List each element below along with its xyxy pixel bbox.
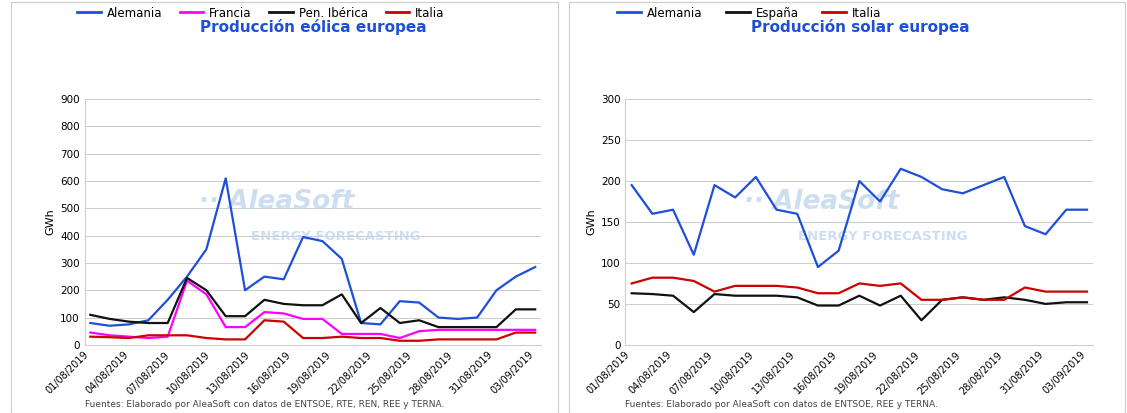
Text: ·· AleaSoft: ·· AleaSoft: [198, 189, 354, 215]
Text: Producción eólica europea: Producción eólica europea: [199, 19, 427, 35]
Y-axis label: GWh: GWh: [46, 209, 56, 235]
Text: ENERGY FORECASTING: ENERGY FORECASTING: [250, 230, 420, 243]
Text: ENERGY FORECASTING: ENERGY FORECASTING: [798, 230, 968, 243]
Text: Producción solar europea: Producción solar europea: [751, 19, 969, 35]
Text: Fuentes: Elaborado por AleaSoft con datos de ENTSOE, REE y TERNA.: Fuentes: Elaborado por AleaSoft con dato…: [625, 400, 939, 409]
Y-axis label: GWh: GWh: [587, 209, 596, 235]
Text: Fuentes: Elaborado por AleaSoft con datos de ENTSOE, RTE, REN, REE y TERNA.: Fuentes: Elaborado por AleaSoft con dato…: [85, 400, 444, 409]
Text: ·· AleaSoft: ·· AleaSoft: [744, 189, 899, 215]
Legend: Alemania, Francia, Pen. Ibérica, Italia: Alemania, Francia, Pen. Ibérica, Italia: [72, 2, 450, 24]
Legend: Alemania, España, Italia: Alemania, España, Italia: [613, 2, 886, 24]
